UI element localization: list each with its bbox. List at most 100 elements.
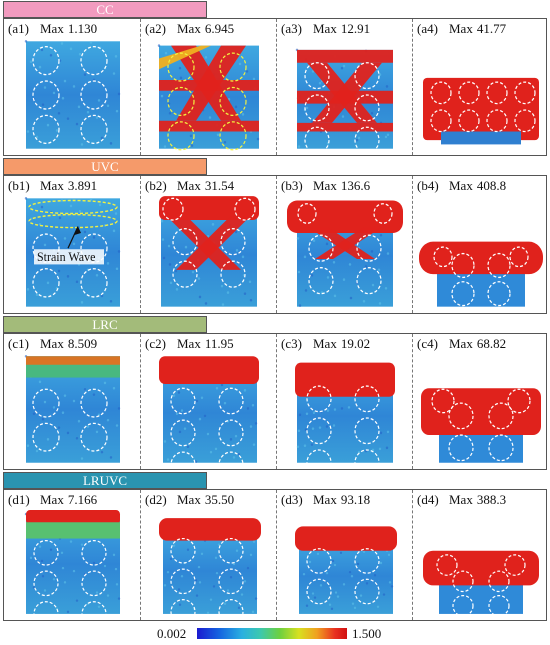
panel-id-label: (d4) bbox=[417, 492, 439, 507]
aggregate-outline bbox=[356, 234, 382, 262]
max-value: Max 31.54 bbox=[177, 178, 234, 194]
max-number: 136.6 bbox=[340, 178, 371, 193]
strain-band bbox=[159, 196, 259, 220]
max-value: Max 35.50 bbox=[177, 492, 234, 508]
aggregate-outline bbox=[170, 419, 196, 447]
aggregate-outline bbox=[433, 246, 453, 268]
max-value: Max 41.77 bbox=[449, 21, 506, 37]
strain-wave-label: Strain Wave bbox=[37, 250, 96, 265]
aggregate-outline bbox=[306, 417, 332, 445]
colorbar-max-label: 1.500 bbox=[352, 626, 382, 641]
aggregate-outline bbox=[373, 203, 393, 224]
max-value: Max 388.3 bbox=[449, 492, 506, 508]
aggregate-outline bbox=[33, 539, 59, 566]
max-label: Max bbox=[177, 336, 201, 351]
panel-a2: (a2) Max 6.945 bbox=[140, 19, 276, 155]
aggregate-outline bbox=[32, 80, 60, 110]
specimen-body bbox=[26, 41, 120, 149]
strain-map: Strain Wave bbox=[24, 197, 121, 307]
max-value: Max 68.82 bbox=[449, 336, 506, 352]
aggregate-outline bbox=[172, 228, 198, 256]
max-number: 19.02 bbox=[340, 336, 371, 351]
panel-c3: (c3) Max 19.02 bbox=[276, 334, 412, 469]
strain-band bbox=[159, 356, 259, 384]
aggregate-outline bbox=[448, 434, 474, 462]
strain-band bbox=[159, 45, 211, 70]
panel-id-label: (b1) bbox=[8, 178, 30, 193]
aggregate-outline bbox=[452, 594, 474, 617]
panel-id-label: (b2) bbox=[145, 178, 167, 193]
panel-b2: (b2) Max 31.54 bbox=[140, 176, 276, 313]
max-value: Max 19.02 bbox=[313, 336, 370, 352]
panel-d4: (d4) Max 388.3 bbox=[412, 490, 548, 620]
aggregate-outline bbox=[452, 570, 474, 593]
annotation-bg bbox=[34, 249, 104, 265]
max-number: 1.130 bbox=[67, 21, 98, 36]
aggregate-outline bbox=[80, 388, 108, 418]
aggregate-outline bbox=[167, 52, 195, 82]
max-value: Max 8.509 bbox=[40, 336, 97, 352]
max-label: Max bbox=[313, 336, 337, 351]
max-value: Max 12.91 bbox=[313, 21, 370, 37]
strain-band bbox=[26, 522, 120, 539]
strain-map bbox=[159, 196, 259, 307]
strain-wave-outline bbox=[28, 213, 118, 229]
max-value: Max 6.945 bbox=[177, 21, 234, 37]
aggregate-outline bbox=[80, 114, 108, 144]
panel-c2: (c2) Max 11.95 bbox=[140, 334, 276, 469]
aggregate-outline bbox=[219, 52, 247, 82]
max-number: 3.891 bbox=[67, 178, 98, 193]
strain-band bbox=[297, 49, 393, 63]
aggregate-outline bbox=[219, 86, 247, 117]
panel-c1: (c1) Max 8.509 bbox=[4, 334, 140, 469]
aggregate-outline bbox=[167, 86, 195, 117]
strain-band bbox=[287, 200, 403, 233]
max-number: 11.95 bbox=[204, 336, 234, 351]
aggregate-outline bbox=[504, 554, 526, 576]
aggregate-outline bbox=[436, 554, 458, 576]
strain-map bbox=[295, 48, 393, 153]
colorbar-min-label: 0.002 bbox=[157, 626, 187, 641]
strain-band bbox=[26, 356, 120, 365]
strain-band bbox=[26, 510, 120, 525]
aggregate-outline bbox=[80, 422, 108, 452]
panel-id-label: (b4) bbox=[417, 178, 439, 193]
strain-band bbox=[295, 526, 397, 551]
aggregate-outline bbox=[488, 570, 510, 593]
panel-id-label: (a4) bbox=[417, 21, 438, 36]
strain-map bbox=[423, 77, 539, 145]
max-label: Max bbox=[449, 178, 473, 193]
aggregate-outline bbox=[487, 252, 511, 279]
panel-b3: (b3) Max 136.6 bbox=[276, 176, 412, 313]
panel-id-label: (d3) bbox=[281, 492, 303, 507]
max-number: 388.3 bbox=[476, 492, 507, 507]
panel-id-label: (c2) bbox=[145, 336, 166, 351]
max-label: Max bbox=[449, 21, 473, 36]
group-tag-lruvc: LRUVC bbox=[3, 472, 207, 489]
aggregate-outline bbox=[80, 268, 108, 298]
panel-id-label: (c3) bbox=[281, 336, 302, 351]
group-tag-lrc: LRC bbox=[3, 316, 207, 333]
strain-band bbox=[419, 241, 543, 275]
aggregate-outline bbox=[451, 252, 475, 279]
specimen-body bbox=[299, 538, 393, 614]
aggregate-outline bbox=[32, 46, 60, 76]
strain-map bbox=[159, 356, 259, 467]
strain-band bbox=[315, 226, 383, 259]
group-cc: (a1) Max 1.130 (a2) Max 6.945 (a3) Max 12.91 (a4)… bbox=[3, 18, 547, 156]
group-uvc: (b1) Max 3.891 Strain Wave (b2) Max 31.54 (b3) M… bbox=[3, 175, 547, 314]
aggregate-outline bbox=[514, 81, 536, 105]
aggregate-outline bbox=[170, 599, 196, 618]
strain-map bbox=[157, 44, 260, 151]
max-number: 93.18 bbox=[340, 492, 371, 507]
group-lrc: (c1) Max 8.509 (c2) Max 11.95 (c3) Max 19.02 (c4)… bbox=[3, 333, 547, 470]
aggregate-outline bbox=[458, 109, 480, 133]
aggregate-outline bbox=[32, 422, 60, 452]
strain-band bbox=[423, 550, 539, 586]
panel-id-label: (c4) bbox=[417, 336, 438, 351]
strain-band bbox=[295, 362, 395, 397]
group-lruvc: (d1) Max 7.166 (d2) Max 35.50 (d3) Max 93.18 (d4)… bbox=[3, 489, 547, 621]
strain-map bbox=[24, 354, 121, 463]
max-label: Max bbox=[40, 21, 64, 36]
panel-c4: (c4) Max 68.82 bbox=[412, 334, 548, 469]
